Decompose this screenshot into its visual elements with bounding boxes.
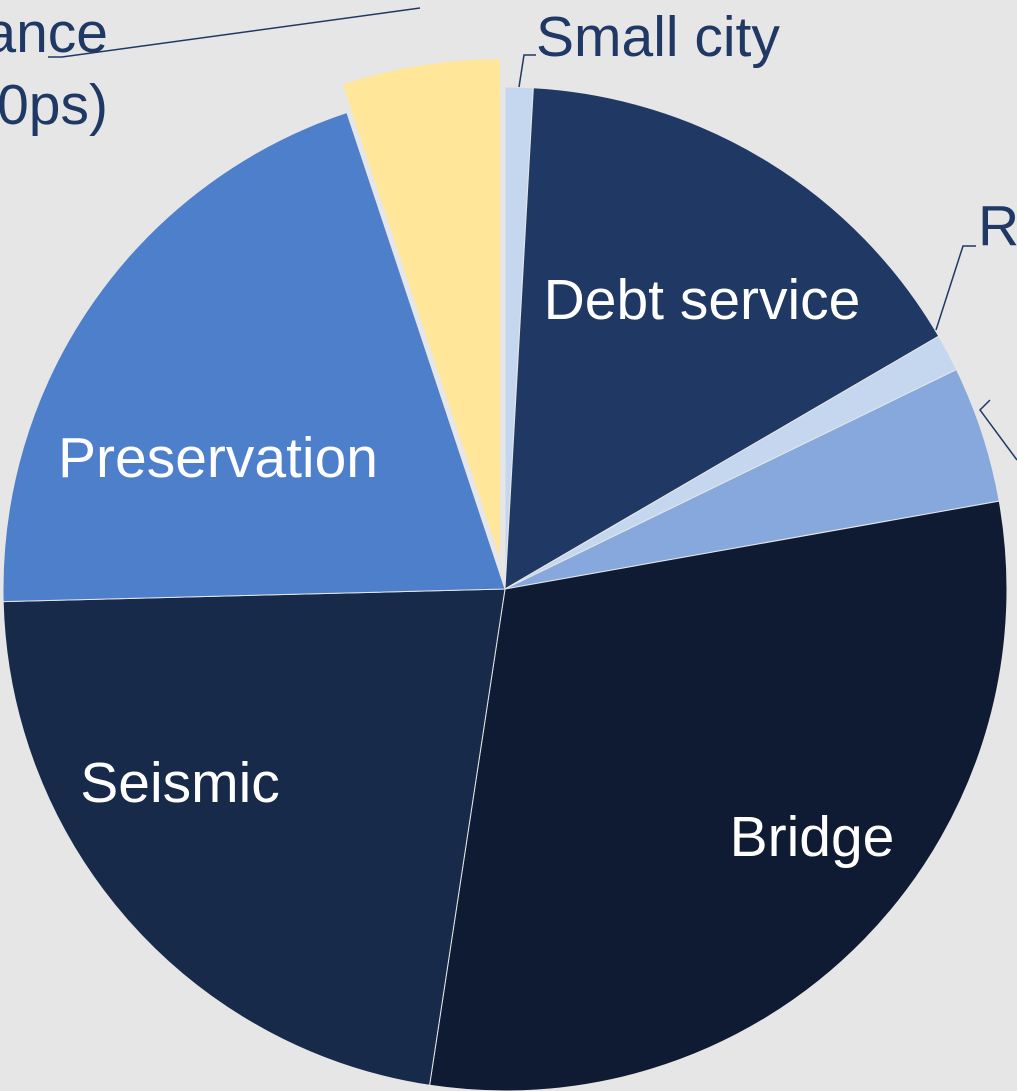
slice-label-preservation: Preservation (58, 426, 378, 490)
slice-label-r: R (978, 194, 1017, 258)
slice-label-small-city: Small city (536, 5, 780, 69)
leader-line-small-city (518, 54, 536, 88)
pie-slice-bridge (429, 500, 1008, 1091)
slice-labels: Small city Debt service R Bridge Seismic Pres… (0, 1, 1017, 869)
slice-label-debt-service: Debt service (544, 268, 861, 332)
leader-line-r (935, 245, 976, 331)
leader-lines (48, 7, 1017, 461)
pie-slice-preservation (2, 111, 506, 603)
slice-label-bridge: Bridge (730, 805, 895, 869)
leader-line-slice-3 (979, 399, 1017, 461)
slice-label-seismic: Seismic (80, 751, 280, 815)
pie-slices (2, 58, 1008, 1091)
leader-line-ance-0ps (48, 7, 421, 58)
pie-slice-ance-0ps (341, 58, 501, 561)
pie-slice-seismic (2, 588, 506, 1086)
slice-label-ance-0ps: ance 0ps) (0, 1, 108, 137)
pie-slice-debt-service (504, 87, 940, 590)
